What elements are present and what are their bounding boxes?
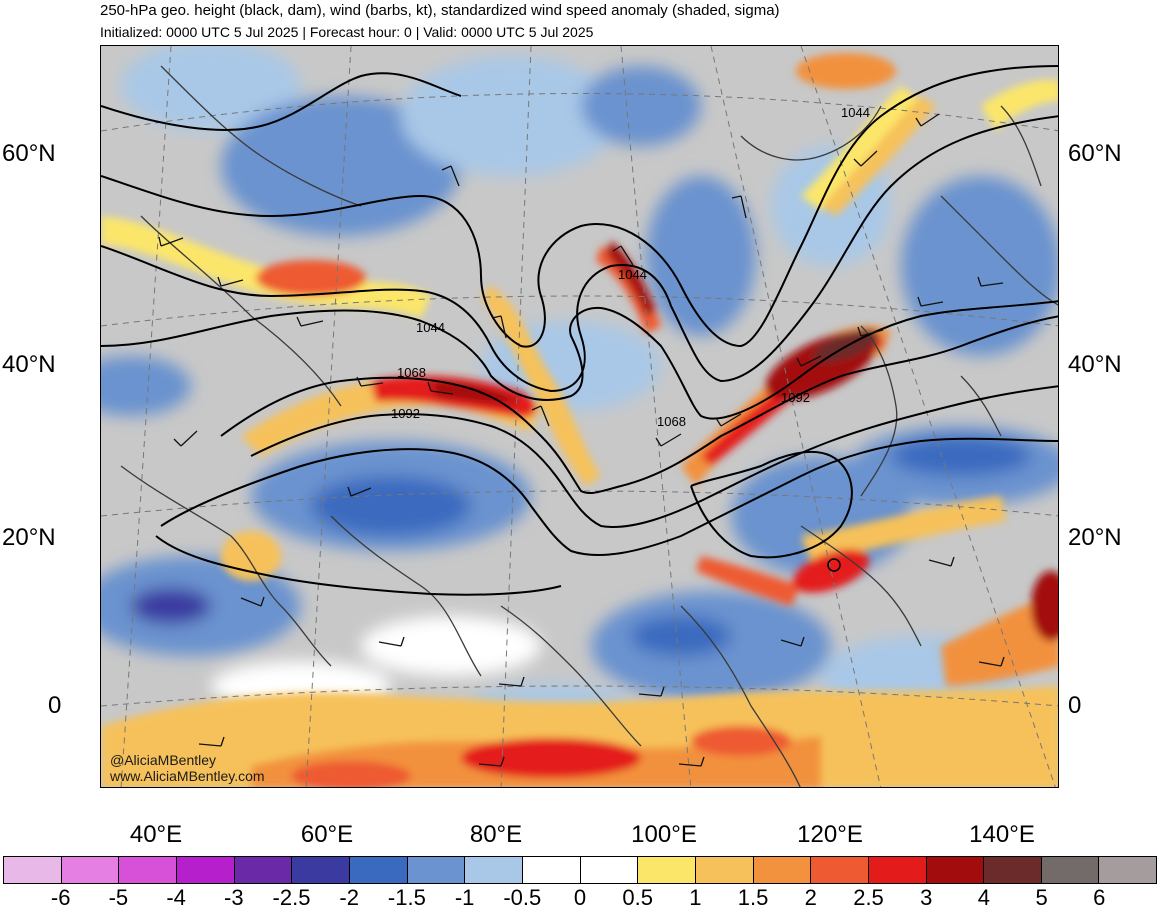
colorbar-tick-label: -5 xyxy=(108,885,129,910)
colorbar-tick-label: -1.5 xyxy=(387,885,426,910)
positive-anomaly-shading xyxy=(101,53,1058,787)
colorbar-tick-label: 4 xyxy=(977,885,991,910)
colorbar-tick-label: 2 xyxy=(804,885,817,910)
lon-label: 140°E xyxy=(969,821,1035,848)
colorbar-tick-label: -3 xyxy=(224,885,244,910)
lon-label: 100°E xyxy=(631,821,697,848)
colorbar-swatch xyxy=(119,857,177,883)
colorbar-tick-label: -0.5 xyxy=(503,885,542,910)
colorbar-tick-label: 0.5 xyxy=(622,885,653,910)
colorbar-swatch xyxy=(292,857,350,883)
colorbar-swatch xyxy=(926,857,985,883)
colorbar-swatch xyxy=(695,857,754,883)
colorbar-swatch xyxy=(349,857,408,883)
colorbar-swatch xyxy=(1041,857,1100,883)
colorbar-swatch xyxy=(1099,857,1157,883)
colorbar-tick-label: -2 xyxy=(339,885,359,910)
colorbar-tick-label: 3 xyxy=(920,885,933,910)
lon-label: 80°E xyxy=(469,821,523,848)
colorbar-tick-label: -2.5 xyxy=(272,885,311,910)
colorbar xyxy=(3,856,1157,884)
colorbar-swatch xyxy=(522,857,581,883)
colorbar-swatch xyxy=(234,857,293,883)
colorbar-swatch xyxy=(811,857,869,883)
colorbar-tick-label: -6 xyxy=(50,885,71,910)
colorbar-swatch xyxy=(753,857,812,883)
height-contours xyxy=(101,65,1058,596)
colorbar-swatch xyxy=(407,857,466,883)
lat-label-right: 40°N xyxy=(1068,351,1122,378)
colorbar-tick-label: -1 xyxy=(454,885,475,910)
lon-label: 40°E xyxy=(129,821,183,848)
lat-label-left: 20°N xyxy=(2,524,56,551)
contour-label: 1044 xyxy=(841,105,870,120)
wind-barbs xyxy=(158,113,1005,767)
credit-handle: @AliciaMBentley xyxy=(110,752,217,768)
contour-labels: 1044 1044 1044 1068 1068 1092 1092 xyxy=(391,105,870,429)
map-panel: 1044 1044 1044 1068 1068 1092 1092 xyxy=(100,45,1059,788)
colorbar-tick-label: 5 xyxy=(1035,885,1048,910)
coastlines xyxy=(120,65,1058,787)
lat-label-right: 0 xyxy=(1068,692,1082,719)
colorbar-tick-label: 0 xyxy=(573,885,587,910)
colorbar-swatch xyxy=(638,857,696,883)
chart-subtitle: Initialized: 0000 UTC 5 Jul 2025 | Forec… xyxy=(100,24,594,40)
lon-label: 120°E xyxy=(797,821,863,848)
colorbar-swatch xyxy=(580,857,639,883)
colorbar-tick-label: 1.5 xyxy=(737,885,769,910)
colorbar-swatch xyxy=(61,857,120,883)
colorbar-swatch xyxy=(868,857,927,883)
colorbar-tick-label: -4 xyxy=(166,885,186,910)
lat-label-right: 20°N xyxy=(1068,524,1122,551)
lat-label-right: 60°N xyxy=(1068,140,1122,167)
contour-label: 1092 xyxy=(781,390,810,405)
colorbar-tick-label: 1 xyxy=(689,885,702,910)
contour-label: 1068 xyxy=(657,414,686,429)
contour-label: 1044 xyxy=(618,267,647,282)
lat-label-left: 60°N xyxy=(2,140,56,167)
storm-marker-icon xyxy=(827,558,841,572)
graticule xyxy=(101,46,1058,787)
contour-label: 1044 xyxy=(416,320,445,335)
colorbar-tick-label: 2.5 xyxy=(853,885,884,910)
colorbar-swatch xyxy=(176,857,235,883)
colorbar-swatch xyxy=(984,857,1042,883)
chart-title: 250-hPa geo. height (black, dam), wind (… xyxy=(100,2,780,19)
colorbar-swatch xyxy=(4,857,62,883)
colorbar-tick-label: 6 xyxy=(1093,885,1106,910)
contour-label: 1068 xyxy=(397,365,426,380)
lat-label-left: 40°N xyxy=(2,351,56,378)
credit-site: www.AliciaMBentley.com xyxy=(110,768,265,784)
lon-label: 60°E xyxy=(300,821,354,848)
colorbar-swatch xyxy=(465,857,523,883)
contour-label: 1092 xyxy=(391,406,420,421)
lat-label-left: 0 xyxy=(48,692,62,719)
map-canvas: 1044 1044 1044 1068 1068 1092 1092 xyxy=(101,46,1058,787)
